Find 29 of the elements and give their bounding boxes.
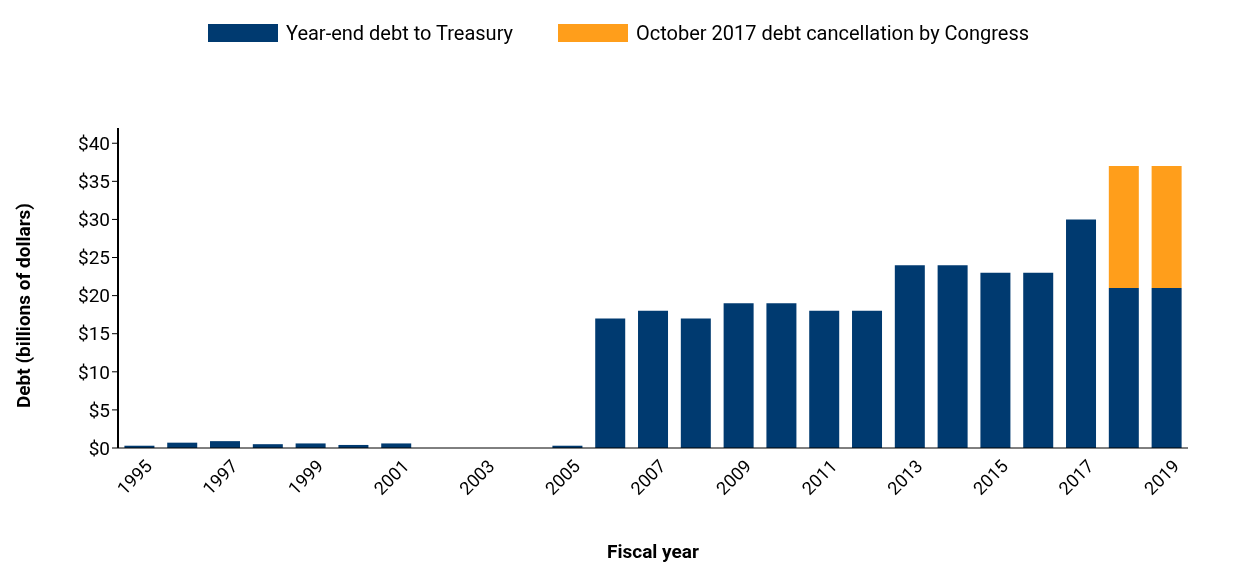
y-tick-label: $30	[77, 208, 110, 232]
y-tick-label: $25	[77, 246, 110, 270]
y-tick-label: $0	[88, 436, 110, 460]
legend-label: Year-end debt to Treasury	[286, 21, 514, 45]
bar	[1108, 288, 1139, 448]
bar	[595, 318, 626, 448]
bar	[766, 303, 797, 448]
y-tick-label: $35	[77, 170, 110, 194]
bar	[980, 272, 1011, 448]
bar	[1066, 219, 1097, 448]
bar	[723, 303, 754, 448]
x-axis-title: Fiscal year	[607, 540, 699, 563]
y-axis-title: Debt (billions of dollars)	[11, 202, 35, 408]
bar	[1151, 166, 1182, 288]
bar	[1151, 288, 1182, 448]
bar	[638, 310, 669, 448]
bar	[1023, 272, 1054, 448]
y-tick-label: $20	[77, 284, 110, 308]
bar	[852, 310, 883, 448]
bar	[809, 310, 840, 448]
bar	[1108, 166, 1139, 288]
y-tick-label: $40	[77, 131, 110, 155]
legend-label: October 2017 debt cancellation by Congress	[636, 21, 1030, 45]
bar	[937, 265, 968, 448]
bar	[680, 318, 711, 448]
y-tick-label: $15	[77, 322, 110, 346]
bar	[894, 265, 925, 448]
y-tick-label: $10	[77, 360, 110, 384]
y-tick-label: $5	[88, 398, 110, 422]
